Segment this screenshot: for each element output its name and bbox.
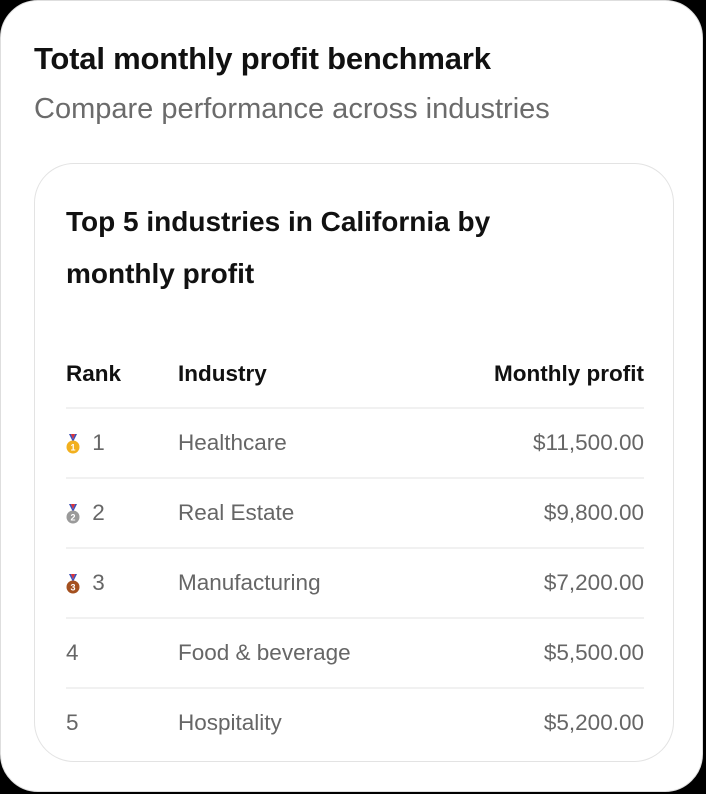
rank-cell: 3 3: [66, 547, 178, 618]
rank-cell: 5: [66, 687, 178, 757]
silver-medal-icon: 2: [66, 504, 86, 524]
industry-cell: Manufacturing: [178, 547, 428, 618]
table-header-row: Rank Industry Monthly profit: [66, 341, 644, 408]
industries-table: Rank Industry Monthly profit 1 1 Healthc…: [66, 341, 644, 757]
rank-value: 3: [92, 570, 105, 595]
column-header-rank: Rank: [66, 361, 122, 386]
industry-cell: Hospitality: [178, 687, 428, 757]
industry-cell: Healthcare: [178, 407, 428, 478]
bronze-medal-icon: 3: [66, 574, 86, 594]
rank-cell: 1 1: [66, 407, 178, 478]
table-row: 5 Hospitality $5,200.00: [66, 687, 644, 757]
rank-value: 2: [92, 500, 105, 525]
rank-value: 5: [66, 710, 79, 735]
table-row: 2 2 Real Estate $9,800.00: [66, 477, 644, 548]
rank-cell: 2 2: [66, 477, 178, 548]
table-row: 3 3 Manufacturing $7,200.00: [66, 547, 644, 618]
card-subtitle: Compare performance across industries: [34, 93, 550, 125]
card-title: Total monthly profit benchmark: [34, 41, 491, 76]
svg-text:2: 2: [70, 513, 75, 523]
profit-cell: $9,800.00: [427, 477, 644, 548]
rank-value: 4: [66, 640, 79, 665]
profit-cell: $5,500.00: [427, 617, 644, 688]
gold-medal-icon: 1: [66, 434, 86, 454]
svg-text:3: 3: [70, 583, 75, 593]
rank-cell: 4: [66, 617, 178, 688]
column-header-monthly-profit: Monthly profit: [494, 361, 644, 386]
table-row: 1 1 Healthcare $11,500.00: [66, 407, 644, 478]
column-header-industry: Industry: [178, 361, 267, 386]
profit-cell: $5,200.00: [427, 687, 644, 757]
profit-cell: $7,200.00: [427, 547, 644, 618]
profit-cell: $11,500.00: [427, 407, 644, 478]
industry-cell: Food & beverage: [178, 617, 428, 688]
table-row: 4 Food & beverage $5,500.00: [66, 617, 644, 688]
industry-cell: Real Estate: [178, 477, 428, 548]
svg-text:1: 1: [70, 443, 75, 453]
rank-value: 1: [92, 430, 105, 455]
table-title: Top 5 industries in California by monthl…: [66, 206, 491, 289]
top-industries-card: Top 5 industries in California by monthl…: [34, 163, 674, 762]
